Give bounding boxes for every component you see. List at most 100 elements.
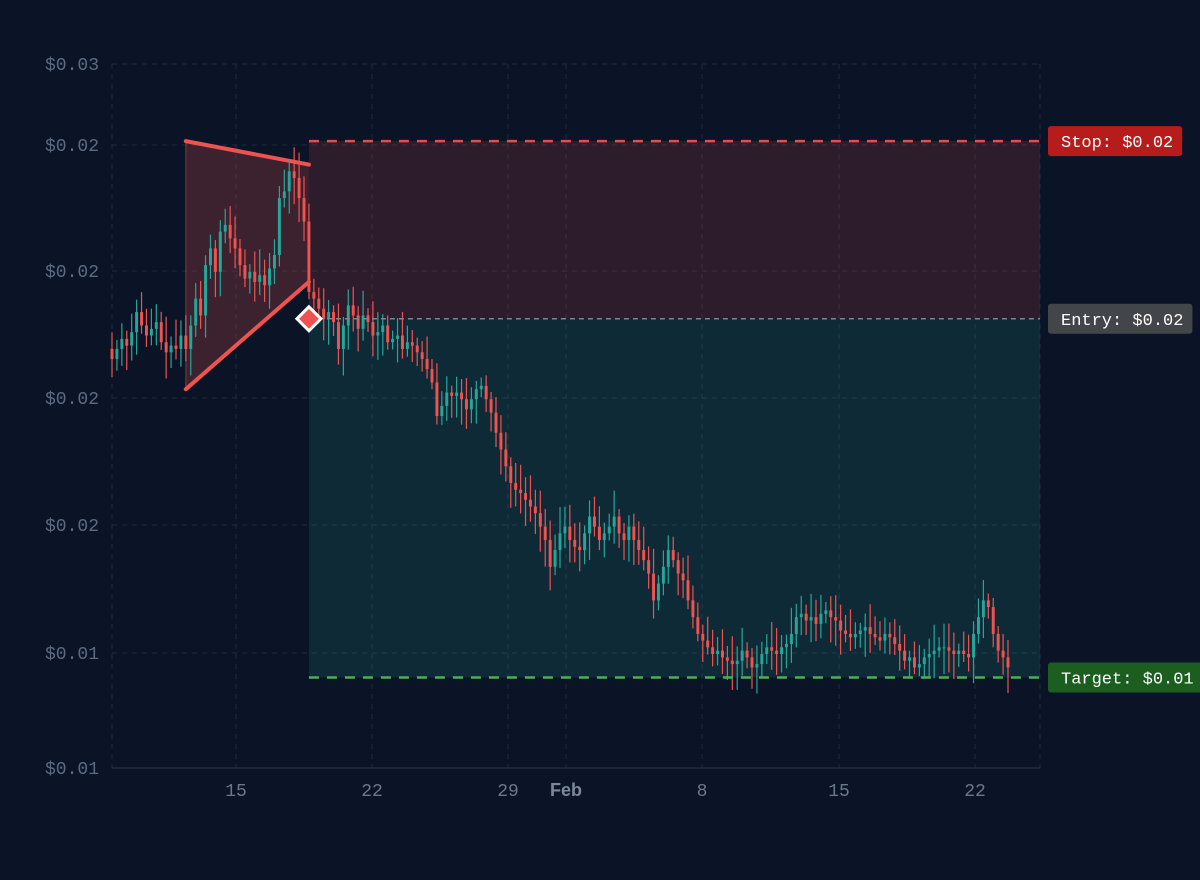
candle-47 (341, 316, 345, 376)
candle-56 (386, 315, 390, 350)
candle-68 (445, 376, 449, 421)
candle-122 (711, 629, 715, 667)
candle-118 (691, 585, 695, 629)
candle-32 (268, 252, 272, 309)
candle-27 (243, 249, 247, 288)
candle-87 (538, 490, 542, 552)
x-tick-label: 15 (828, 782, 850, 802)
candle-161 (903, 634, 907, 670)
y-tick-label: $0.02 (45, 137, 99, 157)
candle-36 (287, 159, 291, 214)
candle-80 (504, 432, 508, 482)
candle-148 (839, 604, 843, 655)
candle-143 (814, 599, 818, 642)
x-tick-label: 15 (225, 782, 247, 802)
candle-7 (144, 308, 148, 347)
candle-114 (671, 536, 675, 568)
risk-reward-zones (308, 141, 1040, 678)
candle-169 (942, 623, 946, 675)
candle-6 (140, 292, 144, 334)
candle-94 (573, 523, 577, 563)
candle-108 (642, 526, 646, 571)
candle-129 (745, 642, 749, 669)
candle-142 (809, 593, 813, 643)
candle-70 (455, 376, 459, 418)
candle-131 (755, 645, 759, 694)
candle-119 (696, 602, 700, 642)
candle-8 (149, 308, 153, 346)
svg-text:Target: $0.01: Target: $0.01 (1061, 670, 1194, 689)
candle-90 (553, 534, 557, 576)
candle-115 (676, 552, 680, 596)
candle-71 (460, 379, 464, 425)
candle-152 (858, 622, 862, 648)
candle-51 (361, 290, 365, 341)
candle-176 (976, 598, 980, 644)
candle-113 (666, 535, 670, 584)
candle-26 (238, 238, 242, 277)
candle-104 (622, 522, 626, 560)
candle-125 (725, 646, 729, 681)
candle-117 (686, 555, 690, 610)
target-label: Target: $0.01 (1048, 662, 1200, 693)
candle-99 (597, 506, 601, 551)
candle-75 (479, 377, 483, 398)
candle-10 (159, 311, 163, 350)
entry-label: Entry: $0.02 (1048, 303, 1193, 334)
candle-4 (130, 313, 134, 361)
candle-178 (986, 593, 990, 619)
candle-85 (528, 475, 532, 522)
candle-40 (307, 203, 311, 300)
candle-58 (396, 318, 400, 363)
candle-141 (804, 604, 808, 636)
y-tick-label: $0.02 (45, 517, 99, 537)
candle-74 (474, 380, 478, 424)
y-tick-label: $0.03 (45, 56, 99, 76)
candle-29 (253, 251, 257, 302)
candle-57 (391, 330, 395, 350)
candle-180 (996, 626, 1000, 663)
candle-182 (1006, 640, 1010, 694)
entry-marker (294, 304, 324, 333)
candle-167 (932, 624, 936, 679)
candle-33 (272, 239, 276, 285)
x-tick-label: 29 (497, 782, 519, 802)
candle-132 (760, 641, 764, 678)
x-tick-label: 8 (697, 782, 708, 802)
candle-64 (425, 336, 429, 379)
candle-144 (819, 594, 823, 639)
candle-138 (789, 607, 793, 663)
candle-61 (410, 329, 414, 363)
candle-59 (400, 311, 404, 359)
candle-150 (848, 609, 852, 651)
candle-95 (578, 522, 582, 572)
candle-155 (873, 616, 877, 646)
candle-100 (602, 522, 606, 558)
candle-96 (583, 525, 587, 565)
candle-5 (135, 299, 139, 355)
candle-84 (524, 477, 528, 526)
candle-107 (637, 521, 641, 565)
candle-98 (592, 496, 596, 537)
candle-165 (922, 648, 926, 677)
candle-111 (656, 575, 660, 611)
candle-21 (213, 240, 217, 298)
candle-109 (647, 546, 651, 589)
candle-14 (179, 320, 183, 367)
candle-50 (356, 306, 360, 352)
candle-73 (469, 387, 473, 424)
candle-12 (169, 336, 173, 368)
candle-23 (223, 208, 227, 244)
candle-151 (853, 622, 857, 649)
candle-133 (765, 634, 769, 664)
candle-25 (233, 216, 237, 269)
candle-116 (681, 557, 685, 599)
candle-173 (962, 631, 966, 662)
candle-160 (898, 625, 902, 671)
candle-128 (740, 627, 744, 676)
candle-88 (543, 508, 547, 567)
candle-112 (661, 550, 665, 596)
candle-166 (927, 638, 931, 678)
candle-140 (799, 595, 803, 636)
